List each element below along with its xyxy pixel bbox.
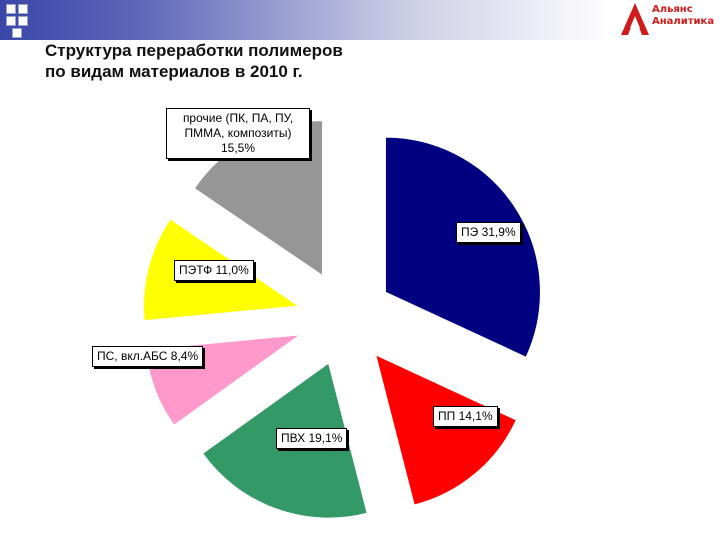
pie-slice-pp <box>374 353 518 506</box>
decorative-squares <box>0 0 40 40</box>
slice-label-pet: ПЭТФ 11,0% <box>174 260 254 281</box>
slice-label-ps: ПС, вкл.АБС 8,4% <box>92 346 204 367</box>
brand-logo: Альянс Аналитика <box>620 2 716 38</box>
slice-label-pp: ПП 14,1% <box>433 406 498 427</box>
slice-label-other: прочие (ПК, ПА, ПУ, ПММА, композиты) 15,… <box>166 108 310 159</box>
title-line2: по видам материалов в 2010 г. <box>45 62 303 81</box>
slice-label-pvc: ПВХ 19,1% <box>276 428 348 449</box>
logo-mark-icon <box>621 3 649 35</box>
logo-line1: Альянс <box>652 4 693 15</box>
page-title: Структура переработки полимеров по видам… <box>45 40 545 82</box>
pie-slice-pe <box>384 136 541 358</box>
header-bar <box>0 0 720 40</box>
logo-line2: Аналитика <box>652 16 715 27</box>
title-line1: Структура переработки полимеров <box>45 41 343 60</box>
slice-label-pe: ПЭ 31,9% <box>456 222 521 243</box>
logo-text: Альянс Аналитика <box>652 4 714 28</box>
